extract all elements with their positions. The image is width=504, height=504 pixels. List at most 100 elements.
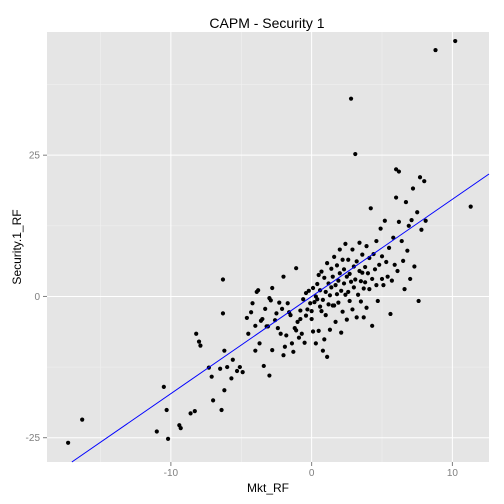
data-point bbox=[340, 257, 345, 262]
data-point bbox=[386, 245, 392, 250]
data-point bbox=[343, 292, 348, 297]
y-axis-title: Security.1_RF bbox=[10, 209, 24, 284]
data-point bbox=[409, 218, 414, 223]
data-point bbox=[234, 368, 240, 374]
data-point bbox=[360, 252, 365, 257]
data-point bbox=[370, 323, 375, 328]
data-point bbox=[364, 305, 369, 310]
data-point bbox=[309, 316, 314, 322]
data-point bbox=[327, 293, 333, 298]
data-point bbox=[350, 247, 355, 252]
data-point bbox=[229, 376, 234, 381]
data-point bbox=[316, 272, 321, 278]
y-tick-label: 25 bbox=[29, 151, 41, 162]
data-point bbox=[343, 241, 348, 246]
data-point bbox=[348, 96, 354, 101]
data-point bbox=[364, 244, 369, 249]
data-point bbox=[396, 219, 402, 224]
data-point bbox=[403, 199, 409, 205]
data-point bbox=[270, 348, 275, 353]
data-point bbox=[332, 254, 337, 259]
data-points bbox=[66, 38, 473, 445]
data-point bbox=[305, 307, 310, 312]
data-point bbox=[277, 300, 282, 305]
data-point bbox=[468, 204, 473, 209]
data-point bbox=[310, 329, 316, 334]
data-point bbox=[391, 235, 396, 240]
data-point bbox=[302, 340, 307, 345]
data-point bbox=[253, 323, 258, 328]
data-point bbox=[303, 313, 309, 318]
data-point bbox=[370, 276, 375, 282]
data-point bbox=[405, 248, 410, 253]
data-point bbox=[336, 300, 341, 305]
data-point bbox=[422, 179, 427, 184]
data-point bbox=[154, 429, 159, 434]
data-point bbox=[244, 315, 249, 321]
data-point bbox=[353, 277, 358, 282]
data-point bbox=[323, 289, 328, 295]
data-point bbox=[402, 286, 407, 292]
data-point bbox=[240, 370, 245, 375]
data-point bbox=[257, 341, 262, 346]
data-point bbox=[374, 238, 379, 244]
data-point bbox=[379, 276, 385, 282]
data-point bbox=[347, 298, 352, 304]
data-point bbox=[384, 259, 389, 265]
data-point bbox=[367, 286, 372, 292]
data-point bbox=[393, 195, 399, 200]
data-point bbox=[357, 240, 362, 245]
data-point bbox=[249, 310, 254, 315]
data-point bbox=[165, 436, 171, 441]
data-point bbox=[381, 283, 386, 288]
data-point bbox=[327, 327, 333, 332]
data-point bbox=[237, 364, 242, 370]
data-point bbox=[378, 226, 383, 231]
data-point bbox=[339, 288, 344, 293]
data-point bbox=[222, 348, 227, 353]
data-point bbox=[351, 285, 356, 290]
data-point bbox=[415, 210, 420, 215]
data-point bbox=[301, 297, 306, 302]
data-point bbox=[344, 274, 349, 279]
data-point bbox=[423, 218, 428, 223]
data-point bbox=[375, 298, 380, 304]
data-point bbox=[260, 316, 265, 322]
data-point bbox=[410, 186, 416, 191]
data-point bbox=[344, 317, 349, 322]
data-point bbox=[220, 311, 226, 316]
data-point bbox=[361, 286, 366, 291]
data-point bbox=[161, 384, 166, 389]
data-point bbox=[322, 275, 327, 280]
data-point bbox=[340, 309, 345, 314]
data-point bbox=[377, 262, 382, 267]
x-tick-label: 10 bbox=[447, 468, 459, 479]
y-axis-ticks: -25 0 25 bbox=[26, 151, 47, 444]
data-point bbox=[363, 280, 368, 285]
data-point bbox=[416, 298, 421, 304]
data-point bbox=[392, 262, 397, 267]
data-point bbox=[361, 315, 366, 320]
data-point bbox=[348, 279, 354, 284]
data-point bbox=[341, 267, 347, 272]
data-point bbox=[296, 335, 302, 340]
data-point bbox=[178, 425, 183, 431]
data-point bbox=[363, 264, 368, 270]
data-point bbox=[222, 388, 227, 393]
data-point bbox=[303, 290, 309, 296]
data-point bbox=[196, 339, 202, 344]
data-point bbox=[285, 301, 290, 306]
data-point bbox=[310, 285, 316, 291]
data-point bbox=[408, 276, 413, 282]
data-point bbox=[291, 349, 296, 354]
data-point bbox=[354, 259, 359, 264]
data-point bbox=[284, 333, 289, 338]
data-point bbox=[270, 285, 275, 291]
data-point bbox=[263, 306, 268, 311]
data-point bbox=[219, 407, 224, 413]
data-point bbox=[282, 344, 287, 349]
data-point bbox=[325, 354, 330, 360]
data-point bbox=[337, 271, 342, 276]
data-point bbox=[433, 47, 438, 53]
data-point bbox=[346, 289, 351, 295]
